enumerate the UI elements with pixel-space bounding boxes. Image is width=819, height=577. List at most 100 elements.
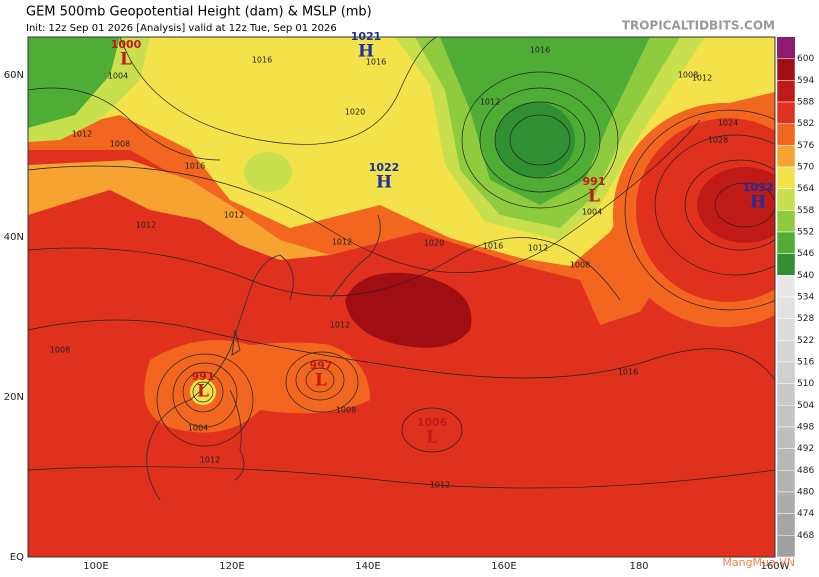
colorbar-cap (777, 37, 795, 59)
colorbar-swatch (776, 296, 796, 319)
center-letter: L (426, 428, 438, 448)
isobar-label: 1020 (424, 239, 444, 248)
colorbar-swatch (776, 361, 796, 384)
isobar-label: 1016 (530, 46, 550, 55)
isobar-label: 1016 (618, 368, 638, 377)
isobar-label: 1012 (692, 74, 712, 83)
colorbar-label: 522 (797, 336, 814, 346)
colorbar-label: 486 (797, 466, 814, 476)
center-value: 1000 (111, 38, 142, 51)
field (345, 272, 472, 348)
lon-label: 180 (629, 561, 648, 572)
center-value: 1021 (351, 30, 382, 43)
colorbar-swatch (776, 405, 796, 428)
colorbar-label: 546 (797, 249, 814, 259)
field (697, 167, 775, 243)
isobar-label: 1012 (136, 221, 156, 230)
isobars (28, 37, 775, 489)
colorbar-swatch (776, 123, 796, 146)
lon-label: 120E (219, 561, 244, 572)
colorbar-label: 564 (797, 184, 814, 194)
colorbar-label: 510 (797, 379, 814, 389)
colorbar-label: 516 (797, 358, 814, 368)
center-letter: L (197, 382, 209, 402)
colorbar-label: 558 (797, 206, 814, 216)
colorbar-swatch (776, 210, 796, 233)
lon-label: 100E (83, 561, 108, 572)
lat-label: 60N (4, 70, 24, 81)
site-credit: TROPICALTIDBITS.COM (622, 19, 775, 33)
center-letter: H (376, 173, 392, 193)
center-letter: H (358, 42, 374, 62)
isobar-label: 1004 (582, 208, 602, 217)
isobar-label: 1012 (72, 130, 92, 139)
field (28, 37, 120, 128)
subtitle: Init: 12z Sep 01 2026 [Analysis] valid a… (26, 23, 337, 34)
isobar-label: 1012 (332, 238, 352, 247)
colorbar-label: 528 (797, 314, 814, 324)
colorbar-swatch (776, 188, 796, 211)
isobar-label: 1016 (185, 162, 205, 171)
colorbar-swatch (776, 383, 796, 406)
center-value: 991 (583, 175, 606, 188)
colorbar-label: 474 (797, 509, 814, 519)
isobar-label: 1016 (366, 58, 386, 67)
colorbar-swatch (776, 145, 796, 168)
colorbar-label: 540 (797, 271, 814, 281)
map (28, 37, 775, 557)
colorbar-label: 552 (797, 228, 814, 238)
center-value: 997 (310, 359, 333, 372)
colorbar: 600 594 588 582 576 570 564 558 552 546 540 534 528 5… (776, 37, 814, 558)
colorbar-swatch (776, 340, 796, 363)
colorbar-swatch (776, 58, 796, 81)
center-letter: L (588, 187, 600, 207)
center-value: 1006 (417, 416, 448, 429)
colorbar-label: 468 (797, 531, 814, 541)
lon-label: 160W (761, 561, 790, 572)
isobar-label: 1012 (200, 456, 220, 465)
colorbar-swatch (776, 231, 796, 254)
axes: 60N 40N 20N EQ 100E 120E 140E 160E 180 160W (4, 70, 790, 572)
isobar-label: 1012 (528, 244, 548, 253)
colorbar-swatch (776, 448, 796, 471)
isobar-label: 1008 (678, 71, 698, 80)
colorbar-swatch (776, 318, 796, 341)
isobar-label: 1012 (330, 321, 350, 330)
center-value: 991 (192, 370, 215, 383)
colorbar-label: 480 (797, 488, 814, 498)
colorbar-label: 498 (797, 423, 814, 433)
colorbar-label: 588 (797, 98, 814, 108)
colorbar-swatch (776, 80, 796, 103)
coastline (146, 214, 381, 501)
colorbar-swatch (776, 275, 796, 298)
colorbar-label: 504 (797, 401, 814, 411)
isobar-label: 1012 (430, 481, 450, 490)
isobar-label: 1016 (483, 242, 503, 251)
isobar-label: 1016 (252, 56, 272, 65)
map-frame (27, 36, 776, 558)
field (28, 160, 330, 260)
isobar-label: 1008 (336, 406, 356, 415)
colorbar-swatch (776, 535, 796, 558)
colorbar-label: 492 (797, 444, 814, 454)
colorbar-label: 576 (797, 141, 814, 151)
lon-label: 140E (355, 561, 380, 572)
colorbar-label: 582 (797, 119, 814, 129)
field (495, 102, 575, 178)
center-value: 1032 (743, 181, 774, 194)
colorbar-swatch (776, 470, 796, 493)
colorbar-swatch (776, 166, 796, 189)
colorbar-label: 534 (797, 293, 814, 303)
colorbar-swatch (776, 426, 796, 449)
isobar-label: 1004 (108, 72, 128, 81)
isobar-label: 1004 (188, 424, 208, 433)
isobar-label: 1028 (708, 136, 728, 145)
